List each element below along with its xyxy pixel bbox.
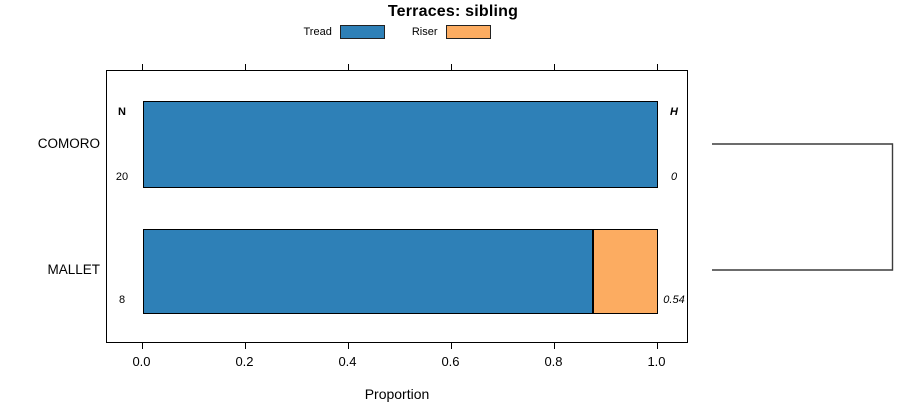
axis-tick <box>451 64 452 70</box>
h-value-mallet: 0.54 <box>663 294 685 306</box>
row-label-mallet: MALLET <box>47 262 100 277</box>
row-label-comoro: COMORO <box>37 136 100 151</box>
legend: Tread Riser <box>106 24 688 40</box>
axis-tick <box>348 343 349 349</box>
n-column-header: N <box>118 106 126 118</box>
axis-tick <box>142 64 143 70</box>
axis-tick <box>554 64 555 70</box>
h-value-comoro: 0 <box>670 171 678 183</box>
axis-tick <box>657 64 658 70</box>
axis-tick <box>657 343 658 349</box>
plot-area <box>106 64 688 349</box>
h-column-header: H <box>670 106 678 118</box>
legend-item-riser: Riser <box>412 25 491 39</box>
legend-item-tread: Tread <box>304 25 385 39</box>
legend-swatch-tread <box>339 25 385 39</box>
legend-label: Riser <box>411 26 438 38</box>
legend-swatch-riser <box>445 25 491 39</box>
x-tick-label: 0.6 <box>441 354 460 369</box>
axis-tick <box>348 64 349 70</box>
x-tick-label: 0.2 <box>235 354 254 369</box>
x-axis-label: Proportion <box>364 386 430 402</box>
axis-tick <box>142 343 143 349</box>
bar-segment-riser-mallet <box>593 229 658 314</box>
n-value-mallet: 8 <box>118 294 126 306</box>
x-tick-label: 0.8 <box>544 354 563 369</box>
n-value-comoro: 20 <box>115 171 129 183</box>
axis-tick <box>451 343 452 349</box>
bar-segment-tread-comoro <box>142 101 658 188</box>
legend-label: Tread <box>303 26 332 38</box>
bar-segment-tread-mallet <box>142 229 594 314</box>
x-tick-label: 1.0 <box>647 354 666 369</box>
chart-title: Terraces: sibling <box>387 3 519 20</box>
x-tick-label: 0.4 <box>338 354 357 369</box>
axis-tick <box>245 343 246 349</box>
x-tick-label: 0.0 <box>132 354 151 369</box>
axis-tick <box>245 64 246 70</box>
axis-tick <box>554 343 555 349</box>
dendrogram <box>712 143 894 271</box>
